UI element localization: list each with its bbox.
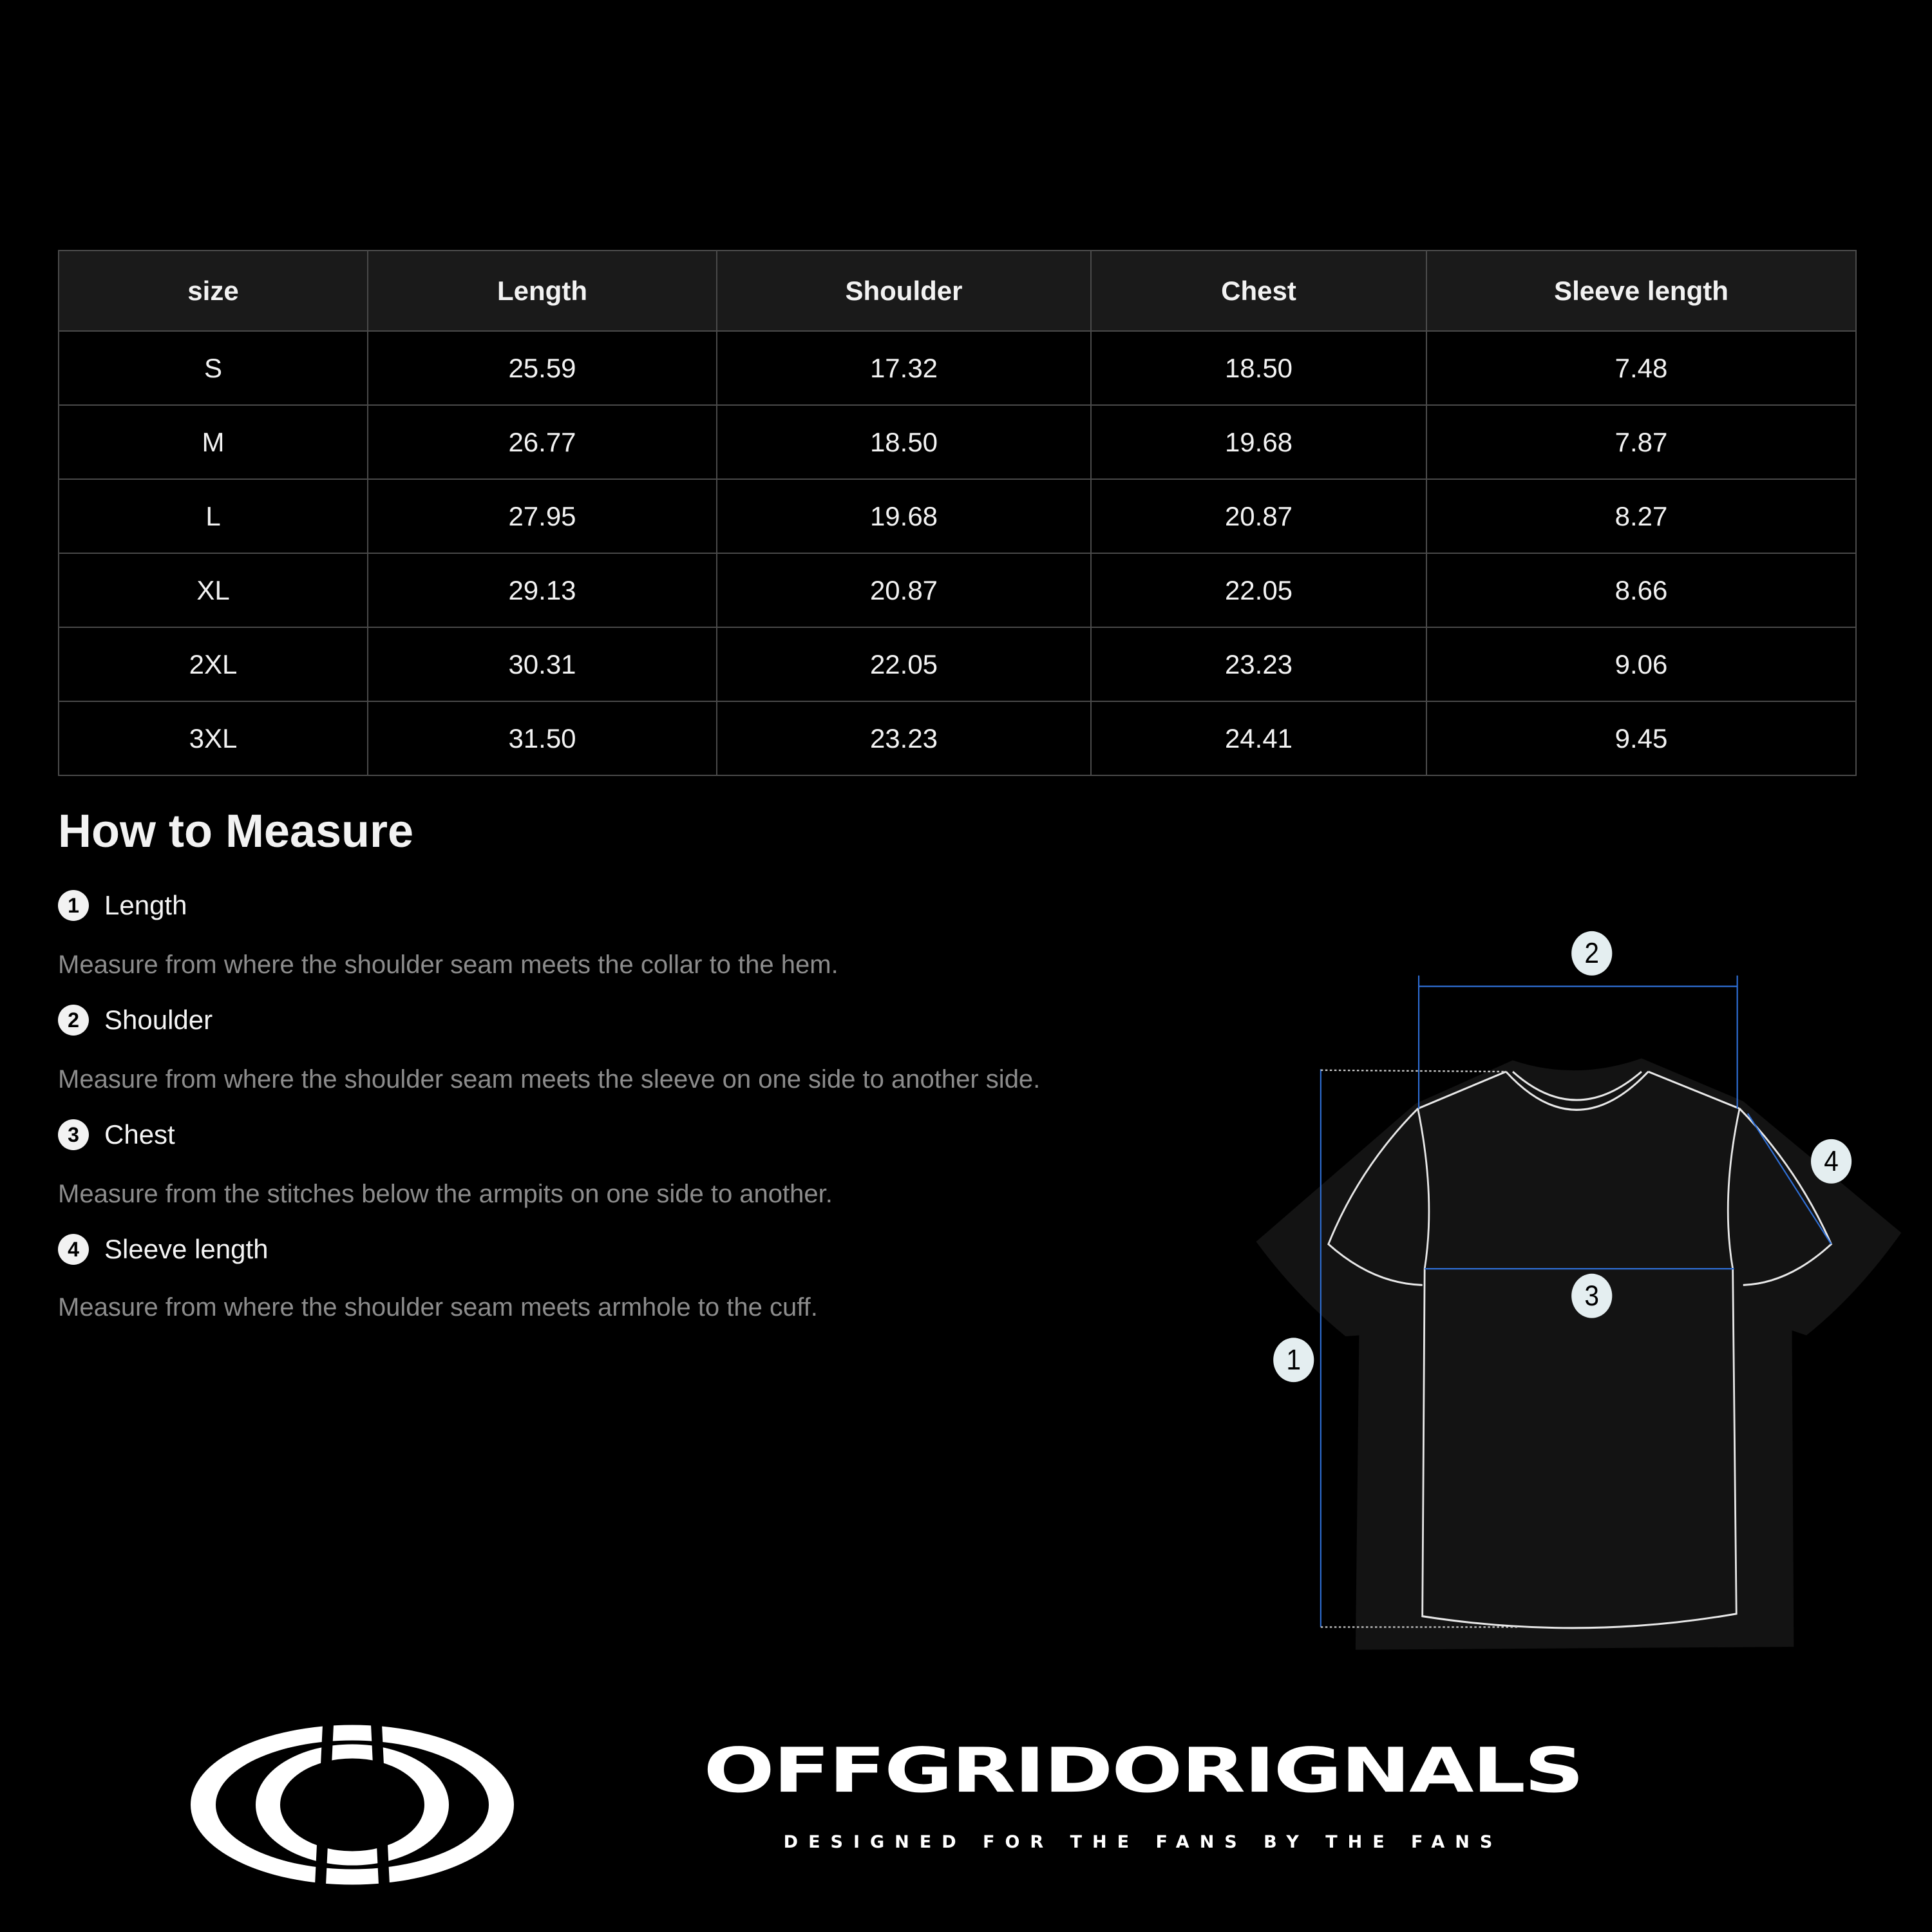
number-2-icon: 2 bbox=[58, 1005, 89, 1036]
table-row: M 26.77 18.50 19.68 7.87 bbox=[58, 404, 1857, 480]
step-description: Measure from where the shoulder seam mee… bbox=[58, 951, 838, 979]
measurement-cell: 24.41 bbox=[1090, 701, 1427, 776]
tshirt-outline bbox=[1327, 1070, 1833, 1629]
tshirt-shape bbox=[1256, 1058, 1902, 1650]
measurement-cell: 8.66 bbox=[1426, 553, 1857, 628]
step-description: Measure from the stitches below the armp… bbox=[58, 1180, 833, 1208]
number-1-icon: 1 bbox=[58, 890, 89, 921]
measurement-cell: 26.77 bbox=[367, 404, 717, 480]
measurement-cell: 22.05 bbox=[716, 627, 1092, 702]
marker-3-icon: 3 bbox=[1571, 1273, 1613, 1318]
step-label: Length bbox=[104, 890, 187, 920]
measurement-cell: 23.23 bbox=[716, 701, 1092, 776]
step-shoulder: 2 Shoulder bbox=[58, 1005, 213, 1036]
marker-4-icon: 4 bbox=[1810, 1139, 1852, 1184]
header-size: size bbox=[58, 250, 368, 332]
how-to-measure-title: How to Measure bbox=[58, 806, 414, 857]
measurement-cell: 31.50 bbox=[367, 701, 717, 776]
measurement-cell: 20.87 bbox=[1090, 478, 1427, 554]
step-sleeve-length: 4 Sleeve length bbox=[58, 1234, 269, 1265]
dotted-guides bbox=[1320, 1069, 1517, 1628]
size-cell: S bbox=[58, 330, 368, 406]
size-cell: M bbox=[58, 404, 368, 480]
header-length: Length bbox=[367, 250, 717, 332]
size-cell: XL bbox=[58, 553, 368, 628]
header-shoulder: Shoulder bbox=[716, 250, 1092, 332]
measurement-lines bbox=[1320, 975, 1832, 1627]
step-description: Measure from where the shoulder seam mee… bbox=[58, 1293, 818, 1321]
measurement-cell: 20.87 bbox=[716, 553, 1092, 628]
table-row: 3XL 31.50 23.23 24.41 9.45 bbox=[58, 701, 1857, 776]
step-label: Shoulder bbox=[104, 1005, 213, 1035]
table-row: S 25.59 17.32 18.50 7.48 bbox=[58, 330, 1857, 406]
brand-wordmark: OFFGRIDORIGNALS bbox=[703, 1734, 1584, 1807]
measurement-cell: 8.27 bbox=[1426, 478, 1857, 554]
size-chart-table: size Length Shoulder Chest Sleeve length… bbox=[58, 250, 1857, 776]
measurement-cell: 30.31 bbox=[367, 627, 717, 702]
measurement-cell: 27.95 bbox=[367, 478, 717, 554]
measurement-cell: 22.05 bbox=[1090, 553, 1427, 628]
measurement-cell: 7.87 bbox=[1426, 404, 1857, 480]
table-row: 2XL 30.31 22.05 23.23 9.06 bbox=[58, 627, 1857, 702]
measurement-cell: 23.23 bbox=[1090, 627, 1427, 702]
svg-text:2: 2 bbox=[1584, 937, 1599, 969]
table-row: L 27.95 19.68 20.87 8.27 bbox=[58, 478, 1857, 554]
measurement-cell: 19.68 bbox=[1090, 404, 1427, 480]
svg-text:4: 4 bbox=[1824, 1145, 1839, 1177]
size-cell: 2XL bbox=[58, 627, 368, 702]
number-4-icon: 4 bbox=[58, 1234, 89, 1265]
table-header-row: size Length Shoulder Chest Sleeve length bbox=[58, 250, 1857, 332]
size-cell: 3XL bbox=[58, 701, 368, 776]
tshirt-measurement-diagram: 2 4 3 1 bbox=[1256, 931, 1902, 1650]
size-cell: L bbox=[58, 478, 368, 554]
number-3-icon: 3 bbox=[58, 1119, 89, 1150]
measurement-cell: 9.06 bbox=[1426, 627, 1857, 702]
brand-tagline: DESIGNED FOR THE FANS BY THE FANS bbox=[783, 1832, 1503, 1852]
measurement-cell: 29.13 bbox=[367, 553, 717, 628]
measurement-cell: 19.68 bbox=[716, 478, 1092, 554]
measurement-cell: 18.50 bbox=[1090, 330, 1427, 406]
step-chest: 3 Chest bbox=[58, 1119, 175, 1150]
marker-2-icon: 2 bbox=[1571, 931, 1613, 976]
brand-emblem-logo bbox=[191, 1725, 514, 1885]
measurement-cell: 9.45 bbox=[1426, 701, 1857, 776]
svg-text:3: 3 bbox=[1584, 1280, 1599, 1312]
measurement-cell: 7.48 bbox=[1426, 330, 1857, 406]
svg-text:1: 1 bbox=[1286, 1344, 1301, 1376]
header-sleeve-length: Sleeve length bbox=[1426, 250, 1857, 332]
step-length: 1 Length bbox=[58, 890, 187, 921]
table-row: XL 29.13 20.87 22.05 8.66 bbox=[58, 553, 1857, 628]
measurement-cell: 17.32 bbox=[716, 330, 1092, 406]
measurement-cell: 25.59 bbox=[367, 330, 717, 406]
measurement-cell: 18.50 bbox=[716, 404, 1092, 480]
step-label: Chest bbox=[104, 1119, 175, 1150]
marker-1-icon: 1 bbox=[1273, 1338, 1314, 1383]
step-label: Sleeve length bbox=[104, 1234, 269, 1264]
header-chest: Chest bbox=[1090, 250, 1427, 332]
step-description: Measure from where the shoulder seam mee… bbox=[58, 1065, 1041, 1094]
